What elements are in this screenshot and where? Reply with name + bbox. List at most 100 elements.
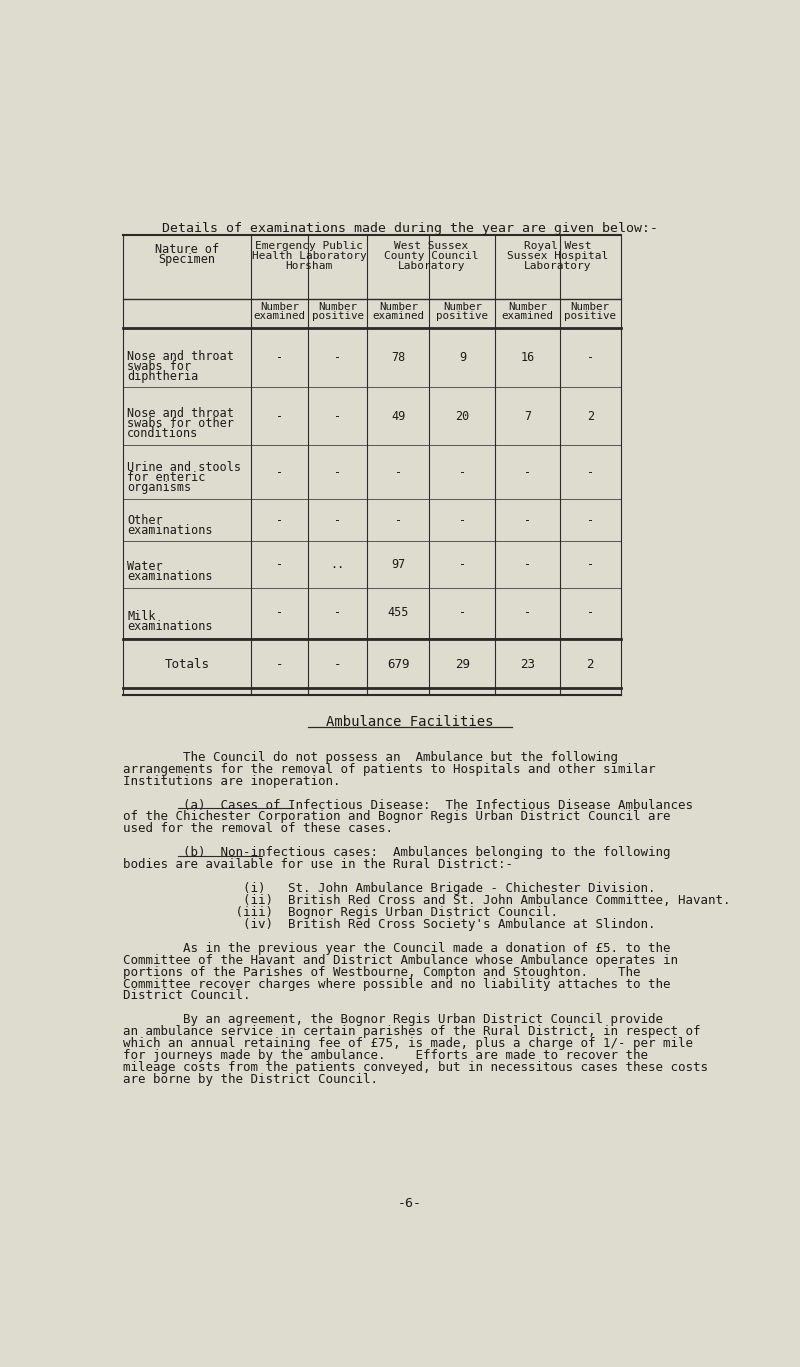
Text: -: - [458, 558, 466, 571]
Text: -: - [276, 514, 283, 526]
Text: 9: 9 [458, 351, 466, 364]
Text: Laboratory: Laboratory [398, 261, 465, 271]
Text: for enteric: for enteric [127, 472, 206, 484]
Text: positive: positive [564, 312, 616, 321]
Text: -: - [586, 466, 594, 478]
Text: -: - [524, 466, 531, 478]
Text: 455: 455 [388, 606, 409, 619]
Text: As in the previous year the Council made a donation of £5. to the: As in the previous year the Council made… [123, 942, 670, 954]
Text: Nature of: Nature of [155, 242, 219, 256]
Text: examined: examined [372, 312, 424, 321]
Text: (i)   St. John Ambulance Brigade - Chichester Division.: (i) St. John Ambulance Brigade - Chiches… [123, 882, 656, 895]
Text: 679: 679 [387, 658, 410, 671]
Text: examinations: examinations [127, 524, 213, 537]
Text: which an annual retaining fee of £75, is made, plus a charge of 1/- per mile: which an annual retaining fee of £75, is… [123, 1038, 694, 1050]
Text: -: - [276, 466, 283, 478]
Text: -: - [586, 351, 594, 364]
Text: 2: 2 [586, 410, 594, 422]
Text: used for the removal of these cases.: used for the removal of these cases. [123, 823, 394, 835]
Text: positive: positive [436, 312, 488, 321]
Text: Ambulance Facilities: Ambulance Facilities [326, 715, 494, 729]
Text: positive: positive [311, 312, 363, 321]
Text: (a)  Cases of Infectious Disease:  The Infectious Disease Ambulances: (a) Cases of Infectious Disease: The Inf… [123, 798, 694, 812]
Text: Institutions are inoperation.: Institutions are inoperation. [123, 775, 341, 787]
Text: for journeys made by the ambulance.    Efforts are made to recover the: for journeys made by the ambulance. Effo… [123, 1048, 648, 1062]
Text: Water: Water [127, 560, 162, 573]
Text: -: - [524, 558, 531, 571]
Text: By an agreement, the Bognor Regis Urban District Council provide: By an agreement, the Bognor Regis Urban … [123, 1013, 663, 1027]
Text: ..: .. [330, 558, 345, 571]
Text: -: - [458, 514, 466, 526]
Text: The Council do not possess an  Ambulance but the following: The Council do not possess an Ambulance … [123, 750, 618, 764]
Text: bodies are available for use in the Rural District:-: bodies are available for use in the Rura… [123, 858, 514, 871]
Text: portions of the Parishes of Westbourne, Compton and Stoughton.    The: portions of the Parishes of Westbourne, … [123, 965, 641, 979]
Text: Committee recover charges where possible and no liability attaches to the: Committee recover charges where possible… [123, 977, 670, 991]
Text: -: - [458, 466, 466, 478]
Text: 20: 20 [455, 410, 470, 422]
Text: -: - [334, 606, 341, 619]
Text: 2: 2 [586, 658, 594, 671]
Text: Sussex Hospital: Sussex Hospital [507, 252, 609, 261]
Text: Number: Number [318, 302, 357, 312]
Text: (iv)  British Red Cross Society's Ambulance at Slindon.: (iv) British Red Cross Society's Ambulan… [123, 917, 656, 931]
Text: 49: 49 [391, 410, 406, 422]
Text: Number: Number [379, 302, 418, 312]
Text: -: - [276, 658, 283, 671]
Text: (b)  Non-infectious cases:  Ambulances belonging to the following: (b) Non-infectious cases: Ambulances bel… [123, 846, 670, 860]
Text: Royal West: Royal West [524, 241, 592, 252]
Text: examinations: examinations [127, 621, 213, 633]
Text: conditions: conditions [127, 428, 198, 440]
Text: -: - [586, 514, 594, 526]
Text: -: - [334, 351, 341, 364]
Text: are borne by the District Council.: are borne by the District Council. [123, 1073, 378, 1085]
Text: (iii)  Bognor Regis Urban District Council.: (iii) Bognor Regis Urban District Counci… [123, 906, 558, 919]
Text: Urine and stools: Urine and stools [127, 461, 241, 474]
Text: 29: 29 [455, 658, 470, 671]
Text: -: - [276, 558, 283, 571]
Text: (ii)  British Red Cross and St. John Ambulance Committee, Havant.: (ii) British Red Cross and St. John Ambu… [123, 894, 730, 906]
Text: Other: Other [127, 514, 162, 526]
Text: Health Laboratory: Health Laboratory [252, 252, 366, 261]
Text: 78: 78 [391, 351, 406, 364]
Text: County Council: County Council [384, 252, 478, 261]
Text: -: - [334, 410, 341, 422]
Text: mileage costs from the patients conveyed, but in necessitous cases these costs: mileage costs from the patients conveyed… [123, 1061, 708, 1074]
Text: -: - [395, 514, 402, 526]
Text: Nose and throat: Nose and throat [127, 350, 234, 362]
Text: -: - [276, 606, 283, 619]
Text: -: - [524, 514, 531, 526]
Text: swabs for other: swabs for other [127, 417, 234, 431]
Text: Nose and throat: Nose and throat [127, 407, 234, 421]
Text: diphtheria: diphtheria [127, 369, 198, 383]
Text: Horsham: Horsham [286, 261, 333, 271]
Text: Number: Number [508, 302, 547, 312]
Text: -: - [276, 351, 283, 364]
Text: Emergency Public: Emergency Public [255, 241, 363, 252]
Text: 97: 97 [391, 558, 406, 571]
Text: Laboratory: Laboratory [524, 261, 592, 271]
Text: Specimen: Specimen [158, 253, 216, 267]
Text: Totals: Totals [165, 658, 210, 671]
Text: Details of examinations made during the year are given below:-: Details of examinations made during the … [162, 221, 658, 235]
Text: examined: examined [502, 312, 554, 321]
Text: of the Chichester Corporation and Bognor Regis Urban District Council are: of the Chichester Corporation and Bognor… [123, 811, 670, 823]
Text: -6-: -6- [398, 1197, 422, 1210]
Text: -: - [524, 606, 531, 619]
Text: examinations: examinations [127, 570, 213, 582]
Text: Number: Number [570, 302, 610, 312]
Text: examined: examined [254, 312, 306, 321]
Text: -: - [334, 514, 341, 526]
Text: West Sussex: West Sussex [394, 241, 469, 252]
Text: 23: 23 [520, 658, 535, 671]
Text: -: - [395, 466, 402, 478]
Text: Milk: Milk [127, 610, 156, 623]
Text: 7: 7 [524, 410, 531, 422]
Text: organisms: organisms [127, 481, 191, 495]
Text: Number: Number [443, 302, 482, 312]
Text: -: - [458, 606, 466, 619]
Text: arrangements for the removal of patients to Hospitals and other similar: arrangements for the removal of patients… [123, 763, 656, 775]
Text: -: - [334, 658, 342, 671]
Text: District Council.: District Council. [123, 990, 250, 1002]
Text: -: - [586, 558, 594, 571]
Text: swabs for: swabs for [127, 360, 191, 373]
